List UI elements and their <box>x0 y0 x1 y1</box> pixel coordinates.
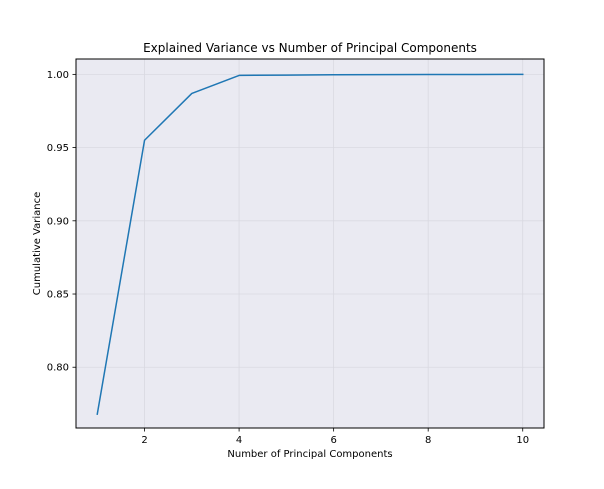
axes-frame <box>75 58 545 429</box>
y-tick-label: 0.85 <box>47 290 69 301</box>
x-tick-label: 4 <box>236 435 242 446</box>
chart-title: Explained Variance vs Number of Principa… <box>143 41 477 55</box>
x-tick-label: 2 <box>141 435 147 446</box>
plot-area <box>76 59 544 428</box>
y-tick-label: 0.80 <box>47 363 69 374</box>
x-axis: 2 4 6 8 10 <box>141 428 529 446</box>
y-axis-label: Cumulative Variance <box>32 192 43 295</box>
y-tick-label: 0.90 <box>47 216 69 227</box>
y-tick-label: 0.95 <box>47 143 69 154</box>
x-axis-label: Number of Principal Components <box>227 449 392 460</box>
y-tick-label: 1.00 <box>47 70 69 81</box>
y-axis: 0.80 0.85 0.90 0.95 1.00 <box>47 70 76 374</box>
series-line-0 <box>96 73 524 415</box>
series-layer <box>96 73 524 415</box>
x-tick-label: 10 <box>516 435 529 446</box>
x-tick-label: 6 <box>330 435 336 446</box>
x-tick-label: 8 <box>425 435 431 446</box>
